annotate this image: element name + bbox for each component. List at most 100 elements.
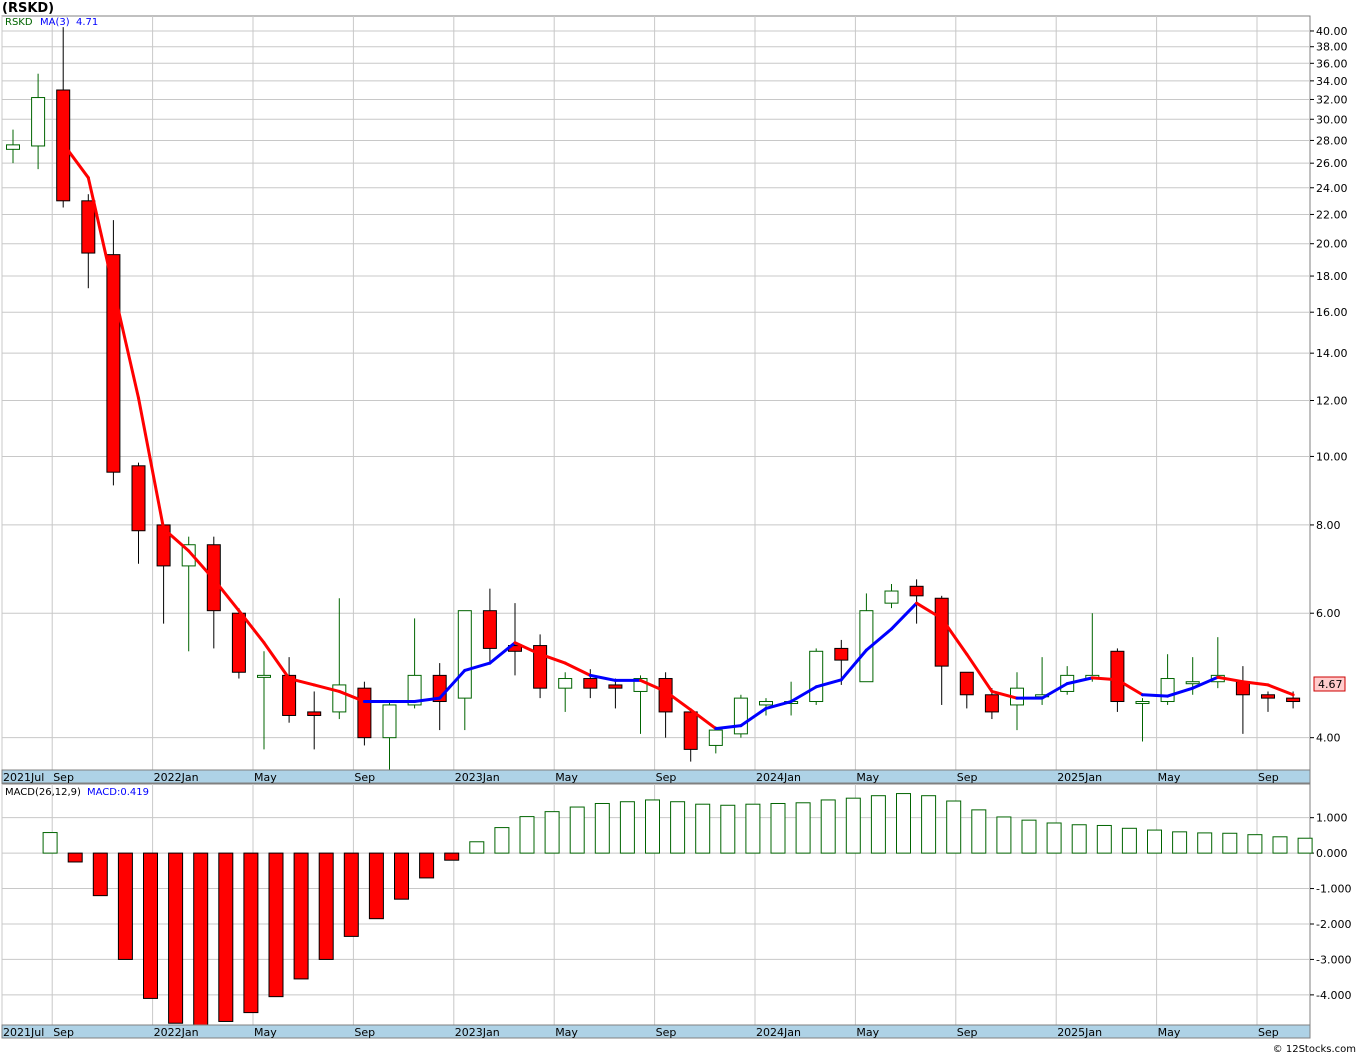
candle	[357, 681, 372, 746]
candle	[482, 588, 497, 664]
price-tick-label: 26.00	[1316, 157, 1348, 170]
ma-value: 4.71	[76, 17, 98, 28]
candle	[884, 583, 899, 609]
macd-bar-negative	[343, 852, 359, 937]
candle-body-down	[307, 711, 322, 716]
price-date-label: 2021Jul	[3, 771, 44, 784]
macd-bar-positive	[870, 795, 886, 854]
candle-body-down	[1110, 650, 1125, 703]
price-date-label: May	[555, 771, 578, 784]
candle-body-up	[558, 678, 573, 689]
macd-bar-negative	[268, 852, 284, 998]
price-tick-label: 36.00	[1316, 57, 1348, 70]
macd-bar-negative	[117, 852, 133, 960]
candle	[1261, 691, 1275, 712]
price-date-label: Sep	[656, 771, 677, 784]
candle	[683, 708, 698, 762]
macd-bar-positive	[1121, 827, 1137, 854]
macd-bar-negative	[243, 852, 259, 1014]
ma-segment	[237, 609, 266, 645]
macd-bar-negative	[218, 852, 234, 1022]
ma-segment	[588, 673, 617, 682]
macd-bar-negative	[67, 852, 83, 863]
macd-bar-positive	[645, 799, 660, 854]
price-date-axis	[1, 769, 1311, 784]
macd-date-label: 2024Jan	[756, 1026, 801, 1039]
last-price-marker: 4.67	[1313, 676, 1346, 692]
candle	[608, 678, 623, 709]
macd-tick-label: 1.000	[1316, 812, 1348, 825]
candle-body-down	[131, 465, 146, 532]
price-tick-label: 24.00	[1316, 182, 1348, 195]
price-tick-label: 28.00	[1316, 134, 1348, 147]
price-tick-label: 34.00	[1316, 75, 1348, 88]
candle	[859, 593, 874, 683]
ma-segment	[940, 616, 969, 656]
macd-bar-negative	[143, 852, 158, 999]
macd-y-axis: -4.000 -3.000 -2.000 -1.000 0.000 1.000	[1310, 812, 1351, 1002]
chart-title: (RSKD)	[2, 1, 54, 16]
candle-body-up	[382, 704, 397, 739]
macd-date-label: May	[856, 1026, 879, 1039]
ma-segment	[86, 176, 115, 290]
ticker-label: RSKD	[5, 17, 33, 28]
macd-tick-label: 0.000	[1316, 847, 1348, 860]
ma-segment	[262, 641, 291, 681]
ma-segment	[789, 685, 818, 704]
candle-body-down	[231, 612, 246, 673]
candle	[934, 595, 949, 705]
ma-segment	[739, 706, 768, 728]
candle-body-up	[407, 674, 422, 706]
price-date-label: 2022Jan	[154, 771, 199, 784]
ma-segment	[1166, 686, 1195, 698]
candle	[81, 194, 96, 289]
candle	[1235, 666, 1250, 734]
last-price-value: 4.67	[1318, 678, 1343, 691]
macd-bar-positive	[494, 827, 510, 854]
macd-bar-negative	[318, 852, 334, 960]
ma-segment	[312, 683, 341, 693]
macd-bar-negative	[394, 852, 409, 900]
candle-body-down	[934, 597, 949, 667]
candle	[984, 688, 999, 720]
ma-segment	[137, 396, 166, 531]
macd-bar-positive	[971, 809, 987, 854]
ma-segment	[413, 696, 442, 704]
candle-body-down	[834, 647, 849, 661]
candle	[733, 694, 748, 738]
macd-bar-positive	[1172, 831, 1188, 854]
candle-body-down	[583, 678, 598, 689]
macd-bar-positive	[996, 816, 1012, 854]
macd-bar-positive	[1272, 836, 1288, 854]
macd-bar-positive	[1021, 819, 1037, 854]
macd-bars	[42, 793, 1313, 1026]
price-date-label: May	[1158, 771, 1181, 784]
ma-segment	[839, 648, 868, 682]
macd-tick-label: -4.000	[1316, 989, 1351, 1002]
macd-date-label: May	[254, 1026, 277, 1039]
macd-tick-label: -1.000	[1316, 883, 1351, 896]
price-tick-label: 32.00	[1316, 93, 1348, 106]
candle-body-down	[1286, 697, 1301, 703]
candle	[6, 129, 20, 164]
price-tick-label: 38.00	[1316, 41, 1348, 54]
ma-segment	[538, 652, 567, 665]
price-date-label: Sep	[53, 771, 74, 784]
macd-date-label: Sep	[354, 1026, 375, 1039]
candle	[708, 726, 723, 754]
candle-body-up	[31, 97, 46, 147]
macd-bar-positive	[695, 803, 711, 854]
ma-segment	[915, 601, 944, 620]
macd-bar-positive	[770, 802, 786, 854]
candle-body-down	[482, 610, 497, 649]
price-date-label: May	[254, 771, 277, 784]
ma-segment	[563, 661, 592, 677]
macd-bar-positive	[745, 803, 761, 854]
price-date-label: Sep	[957, 771, 978, 784]
ma-segment	[689, 708, 718, 731]
ma-segment	[337, 689, 366, 704]
price-date-label: 2025Jan	[1057, 771, 1102, 784]
candle-body-down	[357, 687, 372, 739]
candle	[1110, 648, 1125, 712]
candle-body-down	[282, 674, 297, 716]
